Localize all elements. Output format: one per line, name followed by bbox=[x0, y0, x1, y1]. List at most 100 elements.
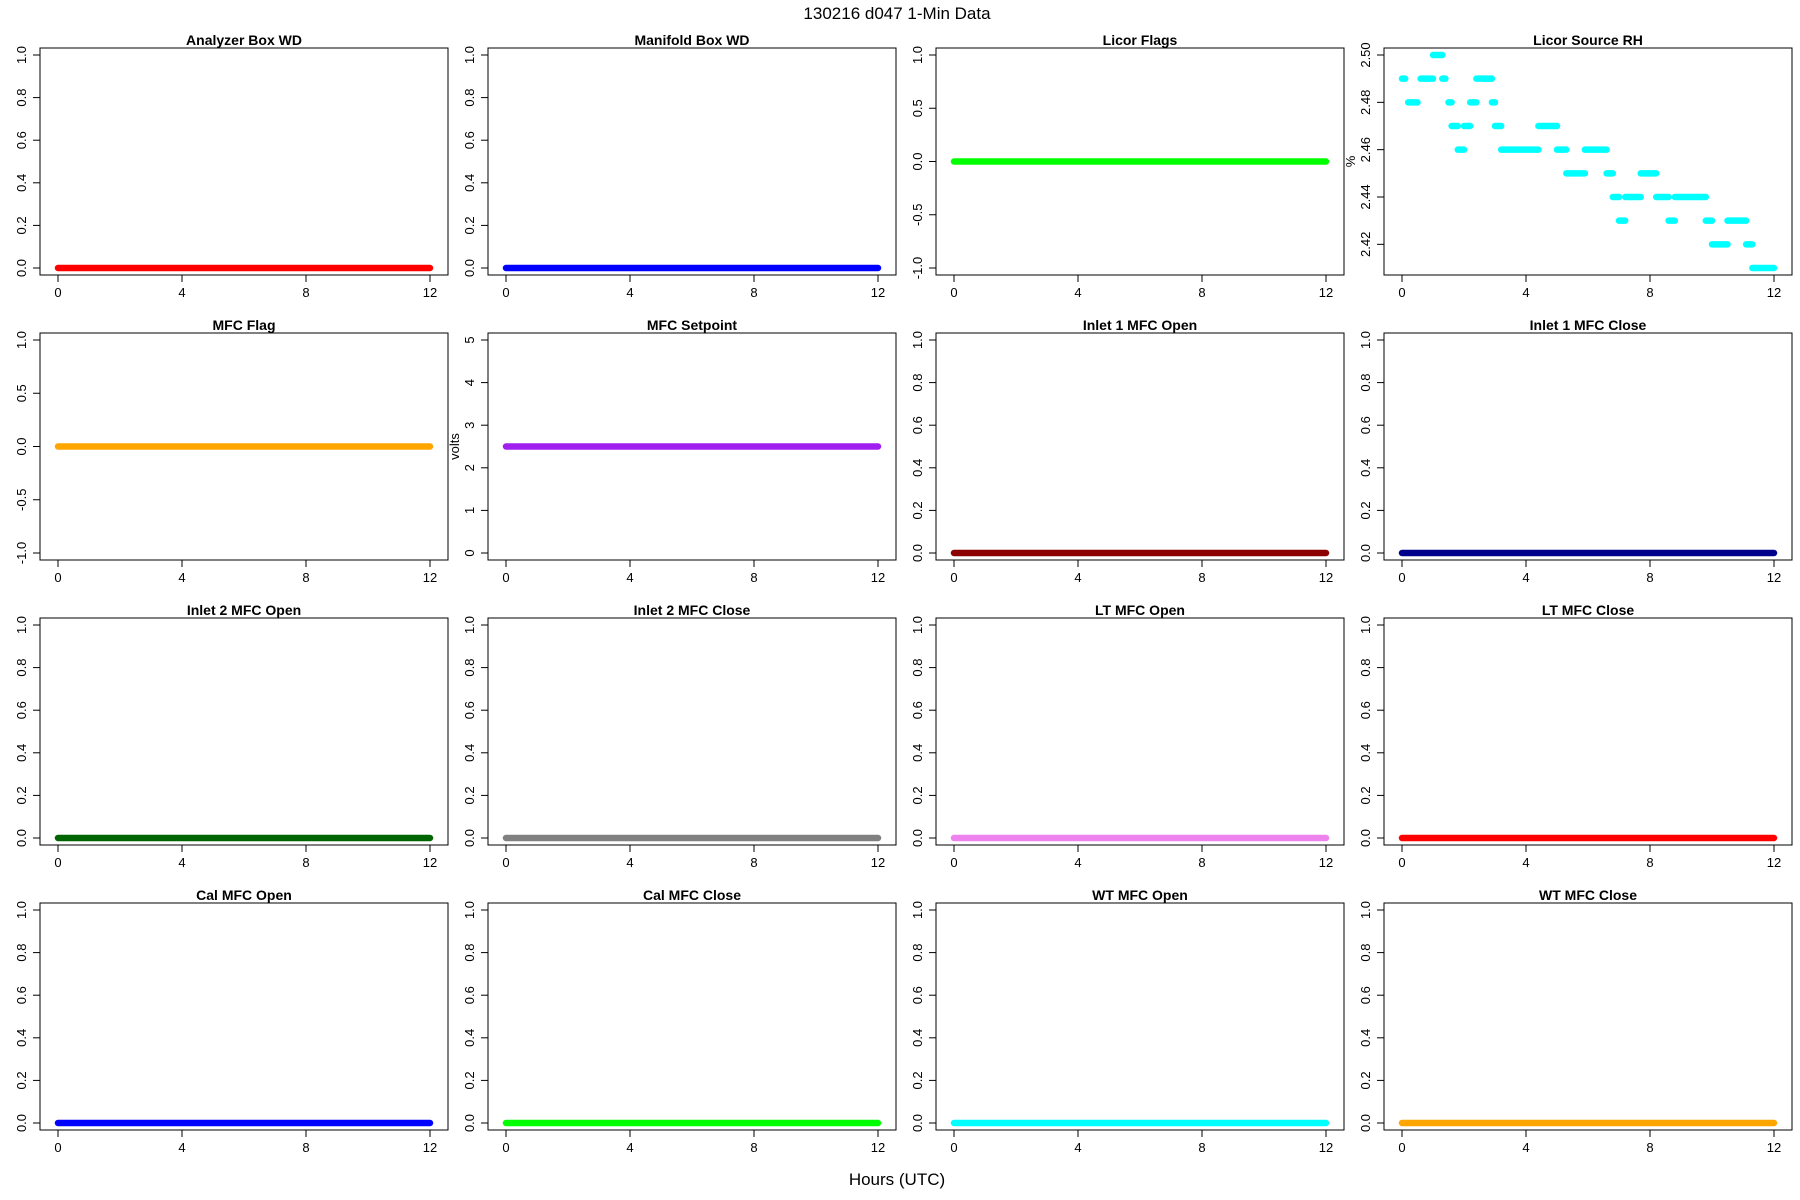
plot-frame bbox=[1383, 902, 1793, 1131]
y-tick-label: 0.8 bbox=[14, 89, 29, 107]
y-tick-label: 0.4 bbox=[14, 744, 29, 762]
y-tick-label: 0.2 bbox=[910, 786, 925, 804]
chart-panel: Inlet 1 MFC Open 0 4 8 12 0.0 0.2 0.4 0.6 0.8 1.0 bbox=[910, 317, 1345, 585]
x-tick-label: 8 bbox=[302, 285, 309, 300]
y-tick-label: 1.0 bbox=[910, 616, 925, 634]
x-tick-label: 4 bbox=[626, 1140, 633, 1155]
panel-title: LT MFC Close bbox=[1542, 602, 1635, 618]
y-tick-label: 2.44 bbox=[1358, 184, 1373, 209]
y-tick-label: 0.4 bbox=[910, 1029, 925, 1047]
y-tick-label: 0.2 bbox=[1358, 786, 1373, 804]
x-tick-label: 12 bbox=[871, 855, 885, 870]
plot-frame bbox=[935, 332, 1345, 561]
x-tick-label: 4 bbox=[178, 570, 185, 585]
x-tick-label: 8 bbox=[302, 855, 309, 870]
y-tick-label: 1.0 bbox=[462, 46, 477, 64]
x-tick-label: 12 bbox=[423, 570, 437, 585]
y-tick-label: 0.4 bbox=[1358, 1029, 1373, 1047]
y-tick-label: 1.0 bbox=[14, 616, 29, 634]
y-tick-label: 2.48 bbox=[1358, 90, 1373, 115]
x-tick-label: 12 bbox=[871, 1140, 885, 1155]
y-tick-label: -1.0 bbox=[14, 542, 29, 564]
y-tick-label: 0.6 bbox=[1358, 986, 1373, 1004]
chart-panel: Analyzer Box WD 0 4 8 12 0.0 0.2 0.4 0.6 0.8 1.0 bbox=[14, 32, 449, 300]
y-tick-label: 0.6 bbox=[462, 131, 477, 149]
x-tick-label: 0 bbox=[54, 855, 61, 870]
x-tick-label: 12 bbox=[1319, 1140, 1333, 1155]
y-tick-label: 0.8 bbox=[910, 659, 925, 677]
x-tick-label: 8 bbox=[1646, 570, 1653, 585]
y-tick-label: 0.0 bbox=[910, 1114, 925, 1132]
x-tick-label: 12 bbox=[1319, 285, 1333, 300]
x-tick-label: 8 bbox=[750, 855, 757, 870]
chart-panel: Inlet 2 MFC Open 0 4 8 12 0.0 0.2 0.4 0.6 0.8 1.0 bbox=[14, 602, 449, 870]
x-tick-label: 4 bbox=[178, 1140, 185, 1155]
y-tick-label: -1.0 bbox=[910, 257, 925, 279]
y-tick-label: 0.4 bbox=[462, 744, 477, 762]
x-tick-label: 12 bbox=[1319, 570, 1333, 585]
y-tick-label: 0.6 bbox=[462, 986, 477, 1004]
y-tick-label: 0.2 bbox=[462, 786, 477, 804]
x-tick-label: 0 bbox=[54, 285, 61, 300]
x-tick-label: 0 bbox=[502, 1140, 509, 1155]
x-tick-label: 0 bbox=[950, 855, 957, 870]
x-tick-label: 12 bbox=[1767, 570, 1781, 585]
y-tick-label: 0.8 bbox=[1358, 374, 1373, 392]
y-tick-label: 0.2 bbox=[1358, 501, 1373, 519]
y-tick-label: 4 bbox=[462, 379, 477, 386]
y-tick-label: 0.0 bbox=[14, 1114, 29, 1132]
plot-frame bbox=[1383, 332, 1793, 561]
y-tick-label: 1 bbox=[462, 507, 477, 514]
x-tick-label: 0 bbox=[1398, 570, 1405, 585]
panel-title: MFC Flag bbox=[213, 317, 276, 333]
x-tick-label: 0 bbox=[950, 1140, 957, 1155]
panel-title: Inlet 2 MFC Open bbox=[187, 602, 301, 618]
y-tick-label: 2.50 bbox=[1358, 42, 1373, 67]
chart-panel: LT MFC Open 0 4 8 12 0.0 0.2 0.4 0.6 0.8 1.0 bbox=[910, 602, 1345, 870]
panel-title: Inlet 1 MFC Close bbox=[1530, 317, 1647, 333]
x-tick-label: 8 bbox=[1198, 570, 1205, 585]
panel-title: Analyzer Box WD bbox=[186, 32, 302, 48]
x-tick-label: 4 bbox=[178, 855, 185, 870]
plot-frame bbox=[487, 902, 897, 1131]
chart-panel: Inlet 1 MFC Close 0 4 8 12 0.0 0.2 0.4 0.6 0.8 1.0 bbox=[1358, 317, 1793, 585]
y-tick-label: 0.6 bbox=[14, 701, 29, 719]
x-tick-label: 8 bbox=[1198, 855, 1205, 870]
x-tick-label: 0 bbox=[1398, 855, 1405, 870]
y-tick-label: 0 bbox=[462, 549, 477, 556]
y-tick-label: 0.6 bbox=[14, 131, 29, 149]
x-tick-label: 4 bbox=[1074, 285, 1081, 300]
x-tick-label: 12 bbox=[1767, 855, 1781, 870]
x-tick-label: 4 bbox=[626, 855, 633, 870]
y-tick-label: 0.6 bbox=[910, 701, 925, 719]
y-tick-label: 0.8 bbox=[462, 659, 477, 677]
x-tick-label: 4 bbox=[178, 285, 185, 300]
panel-title: WT MFC Open bbox=[1092, 887, 1188, 903]
y-tick-label: 1.0 bbox=[910, 46, 925, 64]
y-tick-label: 0.8 bbox=[14, 944, 29, 962]
x-tick-label: 12 bbox=[1319, 855, 1333, 870]
x-tick-label: 4 bbox=[1522, 285, 1529, 300]
y-tick-label: 0.0 bbox=[1358, 544, 1373, 562]
y-tick-label: 0.4 bbox=[14, 174, 29, 192]
y-tick-label: -0.5 bbox=[14, 489, 29, 511]
chart-panel: Cal MFC Close 0 4 8 12 0.0 0.2 0.4 0.6 0.8 1.0 bbox=[462, 887, 897, 1155]
y-tick-label: -0.5 bbox=[910, 204, 925, 226]
x-tick-label: 4 bbox=[626, 285, 633, 300]
x-tick-label: 8 bbox=[302, 1140, 309, 1155]
x-tick-label: 0 bbox=[502, 855, 509, 870]
x-tick-label: 0 bbox=[1398, 285, 1405, 300]
y-tick-label: 0.6 bbox=[1358, 701, 1373, 719]
y-tick-label: 0.4 bbox=[1358, 459, 1373, 477]
x-tick-label: 4 bbox=[1074, 1140, 1081, 1155]
y-tick-label: 0.0 bbox=[1358, 1114, 1373, 1132]
x-tick-label: 12 bbox=[423, 285, 437, 300]
y-tick-label: 0.2 bbox=[1358, 1071, 1373, 1089]
x-tick-label: 12 bbox=[423, 1140, 437, 1155]
y-tick-label: 1.0 bbox=[1358, 331, 1373, 349]
y-tick-label: 0.2 bbox=[462, 216, 477, 234]
y-tick-label: 0.0 bbox=[462, 259, 477, 277]
y-tick-label: 0.0 bbox=[14, 437, 29, 455]
y-tick-label: 5 bbox=[462, 336, 477, 343]
